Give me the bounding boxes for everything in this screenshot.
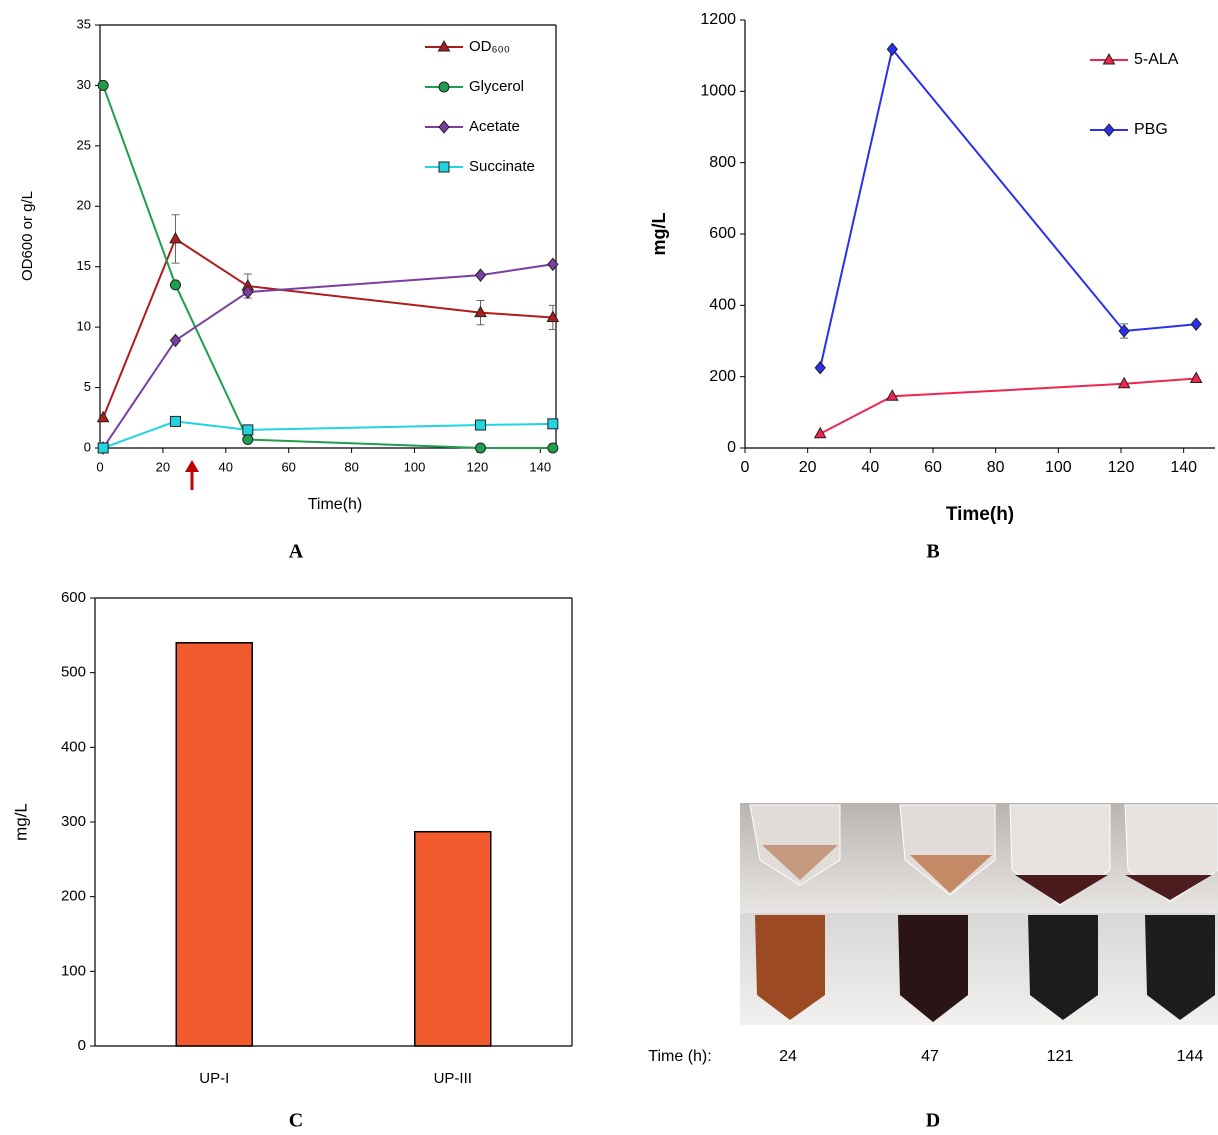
x-tick-label: 140	[1170, 459, 1197, 476]
marker	[476, 269, 486, 281]
marker	[98, 412, 109, 422]
panel-label: D	[926, 1110, 940, 1132]
y-tick-label: 0	[78, 1037, 86, 1054]
marker	[170, 416, 180, 426]
y-tick-label: 25	[77, 137, 91, 152]
bar	[415, 832, 491, 1046]
y-tick-label: 35	[77, 16, 91, 31]
y-tick-label: 200	[61, 888, 86, 905]
legend-label: PBG	[1134, 121, 1168, 138]
legend-label: Succinate	[469, 158, 535, 175]
x-tick-label: 120	[467, 459, 489, 474]
legend-marker	[439, 82, 449, 92]
y-tick-label: 1200	[700, 11, 736, 28]
y-tick-label: 500	[61, 664, 86, 681]
series-line	[820, 378, 1196, 433]
x-tick-label: 60	[924, 459, 942, 476]
marker	[476, 443, 486, 453]
x-axis-title: Time(h)	[308, 496, 363, 513]
y-tick-label: 100	[61, 962, 86, 979]
y-tick-label: 0	[84, 439, 91, 454]
x-tick-label: 60	[281, 459, 295, 474]
y-axis-title: mg/L	[649, 212, 669, 255]
x-tick-label: 20	[799, 459, 817, 476]
y-tick-label: 1000	[700, 83, 736, 100]
marker	[98, 80, 108, 90]
marker	[476, 420, 486, 430]
photo-time: 121	[1047, 1048, 1074, 1065]
legend-label: Acetate	[469, 118, 520, 135]
y-tick-label: 400	[61, 738, 86, 755]
legend-label: OD₆₀₀	[469, 38, 510, 55]
marker	[243, 435, 253, 445]
legend-marker	[1104, 124, 1114, 136]
y-tick-label: 300	[61, 813, 86, 830]
x-axis-title: Time(h)	[946, 504, 1014, 525]
y-tick-label: 600	[61, 589, 86, 606]
series-line	[103, 239, 553, 418]
y-tick-label: 800	[709, 154, 736, 171]
legend-label: 5-ALA	[1134, 51, 1179, 68]
arrow-head	[185, 460, 199, 472]
y-tick-label: 600	[709, 225, 736, 242]
x-tick-label: 120	[1108, 459, 1135, 476]
x-tick-label: 40	[861, 459, 879, 476]
feed-arrow	[185, 460, 199, 490]
photo-time: 144	[1177, 1048, 1204, 1065]
figure: Time (h): 24 47 121 144 D 0 5 10 15 20 25 30 35…	[0, 0, 1218, 1135]
marker	[815, 362, 825, 374]
x-tick-label: 100	[1045, 459, 1072, 476]
y-tick-label: 400	[709, 297, 736, 314]
marker	[548, 419, 558, 429]
panel-label: A	[289, 541, 304, 563]
y-axis-title: OD600 or g/L	[19, 191, 36, 281]
x-tick-label: 40	[219, 459, 233, 474]
marker	[548, 443, 558, 453]
x-tick-label: 100	[404, 459, 426, 474]
marker	[98, 443, 108, 453]
x-tick-label: 20	[156, 459, 170, 474]
marker	[1191, 372, 1202, 382]
y-axis-title: mg/L	[11, 803, 30, 841]
x-tick-label: 0	[96, 459, 103, 474]
y-tick-label: 30	[77, 77, 91, 92]
photo-time: 47	[921, 1048, 939, 1065]
legend-marker	[439, 162, 449, 172]
photo-time: 24	[779, 1048, 797, 1065]
x-tick-label: 0	[741, 459, 750, 476]
y-tick-label: 0	[727, 439, 736, 456]
panel-label: C	[289, 1110, 303, 1132]
legend-marker	[439, 121, 449, 133]
photo-caption: Time (h):	[648, 1048, 711, 1065]
x-tick-label: 80	[987, 459, 1005, 476]
series-line	[103, 85, 553, 448]
legend-label: Glycerol	[469, 78, 524, 95]
photo-panel: Time (h): 24 47 121 144 D	[648, 803, 1218, 1132]
y-tick-label: 20	[77, 198, 91, 213]
panel-label: B	[926, 541, 939, 563]
y-tick-label: 10	[77, 319, 91, 334]
series-line	[820, 49, 1196, 368]
y-tick-label: 5	[84, 379, 91, 394]
bar	[176, 643, 252, 1046]
marker	[1191, 318, 1201, 330]
y-tick-label: 200	[709, 368, 736, 385]
x-tick-label: 80	[344, 459, 358, 474]
x-tick-label: UP-I	[199, 1070, 229, 1087]
marker	[170, 233, 181, 243]
x-tick-label: 140	[529, 459, 551, 474]
marker	[170, 280, 180, 290]
x-tick-label: UP-III	[434, 1070, 472, 1087]
marker	[243, 425, 253, 435]
y-tick-label: 15	[77, 258, 91, 273]
